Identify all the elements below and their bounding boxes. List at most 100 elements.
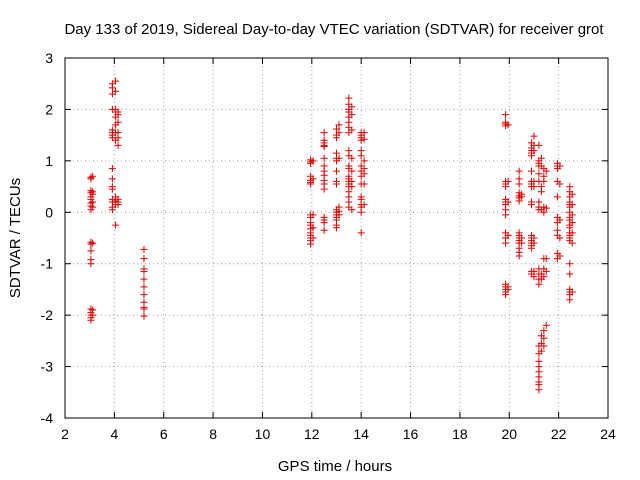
- y-axis-title: SDTVAR / TECUs: [7, 178, 24, 298]
- y-tick-label: -2: [41, 307, 54, 323]
- data-point: [345, 94, 353, 102]
- data-point: [530, 132, 538, 140]
- data-point: [348, 103, 356, 111]
- x-tick-label: 24: [600, 426, 616, 442]
- data-point: [566, 270, 574, 278]
- data-point: [535, 386, 543, 394]
- data-point: [537, 347, 545, 355]
- data-point: [114, 118, 122, 126]
- y-tick-label: -3: [41, 359, 54, 375]
- data-point: [87, 247, 95, 255]
- y-tick-label: 1: [45, 153, 53, 169]
- data-point: [515, 167, 523, 175]
- data-point: [540, 273, 548, 281]
- data-point: [114, 141, 122, 149]
- data-point: [320, 185, 328, 193]
- data-point: [518, 193, 526, 201]
- data-point: [320, 219, 328, 227]
- data-point: [108, 185, 116, 193]
- data-point: [540, 334, 548, 342]
- data-point: [502, 183, 510, 191]
- y-tick-label: 0: [45, 204, 53, 220]
- data-point: [309, 157, 317, 165]
- data-points: [87, 77, 576, 394]
- data-point: [112, 87, 120, 95]
- data-point: [556, 216, 564, 224]
- data-point: [502, 111, 510, 119]
- data-point: [307, 240, 315, 248]
- data-point: [542, 167, 550, 175]
- data-point: [87, 260, 95, 268]
- chart-title: Day 133 of 2019, Sidereal Day-to-day VTE…: [64, 21, 604, 38]
- x-tick-label: 8: [209, 426, 217, 442]
- data-point: [335, 129, 343, 137]
- y-tick-label: 3: [45, 50, 53, 66]
- data-point: [527, 244, 535, 252]
- data-point: [89, 239, 97, 247]
- data-point: [556, 162, 564, 170]
- data-point: [140, 255, 148, 263]
- data-point: [515, 252, 523, 260]
- data-point: [540, 177, 548, 185]
- x-tick-label: 10: [255, 426, 271, 442]
- data-point: [309, 224, 317, 232]
- data-point: [335, 121, 343, 129]
- data-point: [515, 180, 523, 188]
- data-point: [112, 77, 120, 85]
- data-point: [504, 177, 512, 185]
- data-point: [360, 157, 368, 165]
- data-point: [530, 183, 538, 191]
- data-point: [89, 203, 97, 211]
- data-point: [140, 275, 148, 283]
- data-point: [108, 206, 116, 214]
- data-point: [140, 305, 148, 313]
- data-point: [309, 211, 317, 219]
- data-point: [333, 180, 340, 188]
- x-tick-labels: 2 4 6 8 10 12 14 16 18 20 22 24: [61, 426, 616, 442]
- data-point: [333, 167, 340, 175]
- data-point: [87, 316, 95, 324]
- data-point: [556, 234, 564, 242]
- y-tick-label: -1: [41, 256, 54, 272]
- data-point: [307, 180, 315, 188]
- x-tick-label: 2: [61, 426, 69, 442]
- data-point: [542, 204, 550, 212]
- data-point: [335, 154, 343, 162]
- data-point: [553, 193, 561, 201]
- data-point: [535, 170, 543, 178]
- data-point: [535, 141, 543, 149]
- data-point: [108, 84, 116, 92]
- data-point: [333, 134, 340, 142]
- data-point: [333, 224, 340, 232]
- data-point: [348, 126, 356, 134]
- data-point: [357, 229, 365, 237]
- data-point: [320, 142, 328, 150]
- x-tick-label: 16: [403, 426, 419, 442]
- data-point: [556, 180, 564, 188]
- data-point: [502, 211, 510, 219]
- data-point: [108, 175, 116, 183]
- data-point: [568, 201, 576, 209]
- x-tick-label: 14: [353, 426, 369, 442]
- data-point: [504, 285, 512, 293]
- data-point: [360, 180, 368, 188]
- data-point: [502, 291, 510, 299]
- data-point: [530, 273, 538, 281]
- data-point: [360, 129, 368, 137]
- data-point: [530, 239, 538, 247]
- x-tick-label: 18: [452, 426, 468, 442]
- data-point: [535, 280, 543, 288]
- data-point: [504, 121, 512, 129]
- axis-ticks: [64, 57, 609, 419]
- data-point: [112, 221, 120, 229]
- data-point: [542, 255, 550, 263]
- data-point: [537, 188, 545, 196]
- data-point: [320, 226, 328, 234]
- data-point: [540, 208, 548, 216]
- data-point: [556, 252, 564, 260]
- data-point: [309, 234, 317, 242]
- data-point: [568, 229, 576, 237]
- data-point: [320, 129, 328, 137]
- grid-lines: [65, 58, 608, 418]
